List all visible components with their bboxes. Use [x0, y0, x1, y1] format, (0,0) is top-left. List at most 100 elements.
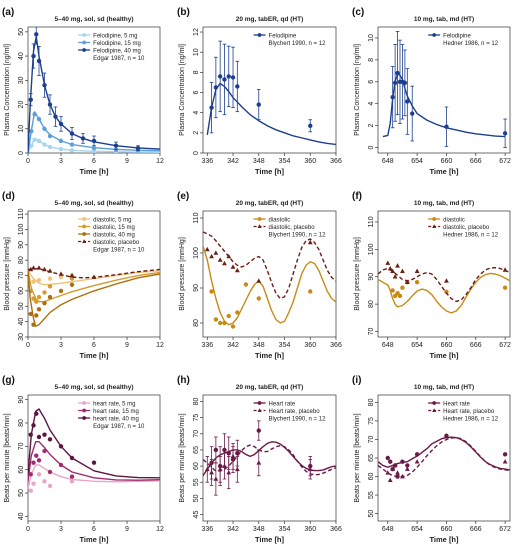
x-axis-label: Time [h] [429, 535, 459, 544]
data-point [392, 462, 398, 468]
series-line [28, 270, 160, 303]
legend-entry: Hedner 1986, n = 12 [443, 416, 499, 422]
x-tick-label: 660 [441, 342, 453, 349]
data-point [29, 128, 34, 134]
y-axis-label: Beats per minute [beats/min] [354, 413, 361, 502]
series-line [203, 441, 336, 477]
data-point [47, 469, 53, 475]
y-tick-label: 2 [193, 131, 200, 135]
data-point [28, 311, 33, 317]
y-tick-label: 40 [18, 52, 25, 60]
series-line [378, 272, 510, 314]
y-tick-label: 90 [18, 241, 25, 249]
data-point [209, 469, 214, 475]
legend-entry: Felodipine [269, 33, 297, 39]
legend-marker [82, 224, 87, 229]
panel-label: (b) [177, 7, 190, 18]
data-point [410, 111, 415, 116]
legend-entry: Felodipine, 40 mg [93, 48, 141, 54]
data-point [42, 82, 47, 88]
legend-entry: Heart rate [443, 401, 470, 407]
x-tick-label: 12 [156, 342, 164, 349]
data-point [226, 253, 232, 259]
data-point [28, 472, 33, 477]
y-tick-label: 4 [193, 111, 200, 115]
data-point [390, 466, 396, 471]
panel-a: (a) 5–40 mg, sol, sd (healthy) 0 3 6 9 12 0 10 20… [2, 7, 164, 176]
y-tick-label: 50 [18, 489, 25, 497]
data-point [230, 75, 236, 80]
data-point [47, 268, 53, 273]
x-tick-label: 660 [441, 526, 453, 533]
data-point [405, 463, 410, 468]
data-point [235, 84, 240, 89]
x-tick-label: 648 [382, 526, 394, 533]
data-point [395, 263, 400, 268]
data-point [69, 282, 75, 287]
y-tick-label: 40 [18, 512, 25, 520]
panel-label: (d) [2, 191, 15, 202]
data-point [388, 459, 393, 464]
data-point [392, 274, 398, 279]
data-point [31, 279, 36, 284]
data-point [36, 294, 42, 300]
y-tick-label: 60 [368, 473, 375, 481]
panel-label: (g) [2, 375, 15, 386]
data-point [390, 268, 396, 274]
x-tick-label: 672 [499, 158, 511, 165]
y-tick-label: 40 [18, 318, 25, 326]
data-point [385, 470, 391, 475]
data-point [400, 268, 405, 274]
y-tick-label: 50 [193, 494, 200, 502]
series-f-0 [378, 272, 510, 314]
data-point [204, 466, 210, 472]
x-tick-label: 648 [382, 158, 394, 165]
data-point [404, 466, 410, 471]
series-line [28, 464, 160, 489]
legend-entry: Felodipine, 5 mg [93, 33, 137, 39]
x-tick-label: 366 [330, 526, 342, 533]
series-d-2 [28, 270, 160, 327]
legend-entry: Blychert 1990, n = 12 [269, 41, 327, 47]
x-tick-label: 360 [304, 526, 316, 533]
x-tick-label: 9 [125, 158, 129, 165]
legend-entry: Hedner 1986, n = 12 [443, 232, 499, 238]
data-point [42, 142, 47, 147]
data-point [397, 293, 403, 299]
y-axis-label: Plasma Concentration [ng/ml] [4, 44, 11, 136]
plot-area [203, 420, 336, 496]
y-tick-label: 50 [18, 28, 25, 36]
x-tick-label: 366 [330, 158, 342, 165]
series-a-2 [28, 27, 160, 153]
panel-title: 20 mg, tabER, qd (HT) [236, 384, 304, 391]
data-point [58, 444, 64, 449]
y-tick-label: 75 [193, 414, 200, 422]
legend-entry: Heart rate [269, 401, 296, 407]
series-line [28, 270, 160, 286]
legend-entry: heart rate, 15 mg [93, 409, 139, 415]
data-point [58, 146, 64, 152]
panel-title: 5–40 mg, sol, sd (healthy) [54, 384, 133, 391]
data-point [414, 459, 420, 464]
data-point [58, 274, 64, 280]
data-point [230, 264, 236, 269]
plot-area [382, 30, 508, 148]
x-axis-label: Time [h] [79, 535, 109, 544]
x-axis-label: Time [h] [429, 351, 459, 360]
x-tick-label: 12 [156, 526, 164, 533]
legend-entry: diastolic, 40 mg [93, 232, 135, 238]
legend-marker [257, 224, 262, 228]
x-tick-label: 6 [92, 158, 96, 165]
data-point [42, 266, 47, 272]
data-point [390, 288, 395, 293]
data-point [28, 488, 33, 493]
data-point [392, 80, 398, 86]
panel-title: 20 mg, tabER, qd (HT) [236, 200, 304, 207]
data-point [234, 267, 240, 273]
y-tick-label: 10 [193, 48, 200, 56]
data-point [47, 294, 53, 300]
panel-title: 5–40 mg, sol, sd (healthy) [54, 200, 133, 207]
data-point [58, 271, 64, 276]
